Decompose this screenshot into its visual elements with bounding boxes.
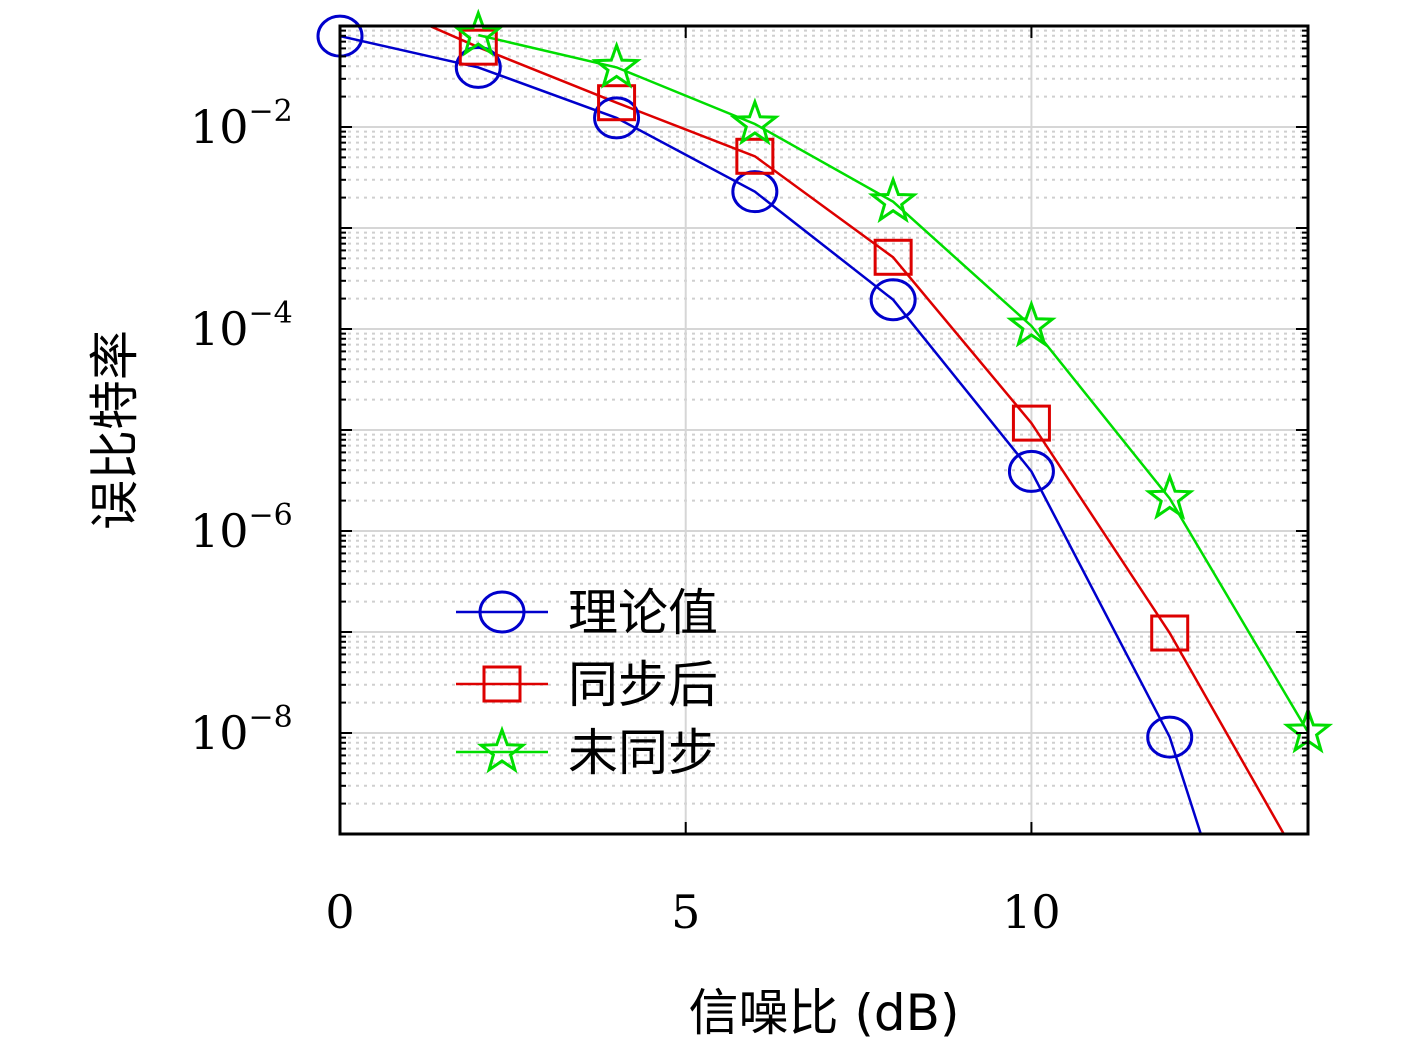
series-line-2 [478, 33, 1308, 733]
y-tick-exponent: −2 [249, 94, 293, 129]
x-tick-label: 5 [671, 885, 700, 939]
x-tick-label: 0 [325, 885, 354, 939]
x-tick-labels: 0 5 10 [325, 885, 1060, 939]
data-point [458, 28, 498, 66]
data-point [1150, 614, 1190, 652]
data-point [731, 170, 779, 214]
y-tick-exponent: −6 [249, 498, 293, 533]
y-tick-label: 10−8 [190, 700, 293, 760]
legend-item: 同步后 [456, 656, 718, 714]
data-point [597, 84, 637, 122]
legend-item: 未同步 [456, 724, 718, 782]
legend-label: 同步后 [568, 656, 718, 714]
legend-label: 理论值 [568, 584, 718, 642]
series-line-0 [340, 34, 1202, 834]
data-point [1146, 715, 1194, 759]
y-tick-label: 10−4 [190, 296, 293, 356]
axis-ticks [339, 25, 1308, 835]
series-lines [340, 26, 1308, 834]
data-point [454, 45, 502, 89]
data-point [1007, 449, 1055, 493]
y-tick-exponent: −4 [249, 296, 293, 331]
data-point [729, 97, 781, 146]
y-tick-base: 10 [190, 302, 249, 356]
data-point [873, 238, 913, 276]
data-point [869, 278, 917, 322]
legend-item: 理论值 [456, 584, 718, 642]
series-markers [316, 8, 1334, 759]
data-point [593, 96, 641, 140]
legend-label: 未同步 [568, 724, 718, 782]
series-line-1 [429, 26, 1285, 834]
y-tick-base: 10 [190, 100, 249, 154]
data-point [453, 8, 504, 57]
data-point [867, 175, 919, 224]
data-point [1006, 299, 1057, 348]
y-axis-label: 误比特率 [86, 330, 144, 530]
y-tick-labels: 10−210−410−610−8 [190, 94, 293, 760]
x-tick-label: 10 [1002, 885, 1061, 939]
data-point [735, 137, 775, 175]
legend-marker [476, 725, 528, 774]
legend-marker [478, 590, 526, 634]
x-axis-label: 信噪比 (dB) [689, 984, 960, 1042]
legend-marker [482, 665, 522, 703]
y-tick-label: 10−2 [190, 94, 293, 154]
data-point [591, 40, 642, 89]
data-point [1011, 404, 1051, 442]
y-tick-base: 10 [190, 504, 249, 558]
y-tick-label: 10−6 [190, 498, 293, 558]
data-point [1144, 472, 1195, 520]
y-tick-exponent: −8 [249, 700, 293, 735]
y-tick-base: 10 [190, 706, 249, 760]
